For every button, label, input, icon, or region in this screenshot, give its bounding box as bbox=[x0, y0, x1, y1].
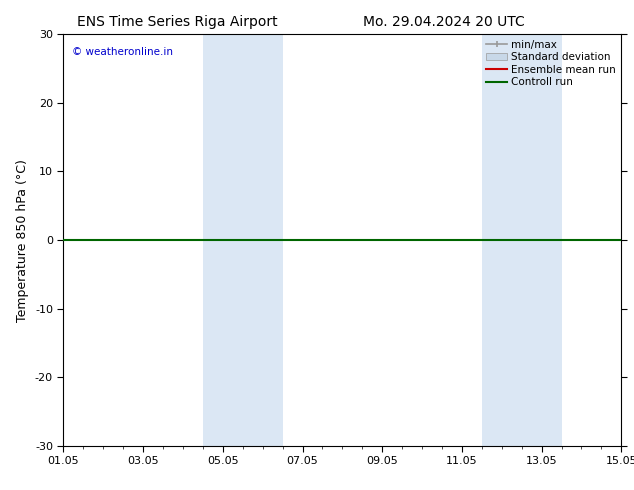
Text: Mo. 29.04.2024 20 UTC: Mo. 29.04.2024 20 UTC bbox=[363, 15, 525, 29]
Text: ENS Time Series Riga Airport: ENS Time Series Riga Airport bbox=[77, 15, 278, 29]
Y-axis label: Temperature 850 hPa (°C): Temperature 850 hPa (°C) bbox=[16, 159, 29, 321]
Bar bbox=[203, 34, 283, 446]
Legend: min/max, Standard deviation, Ensemble mean run, Controll run: min/max, Standard deviation, Ensemble me… bbox=[483, 36, 619, 91]
Text: © weatheronline.in: © weatheronline.in bbox=[72, 47, 173, 57]
Bar bbox=[482, 34, 562, 446]
